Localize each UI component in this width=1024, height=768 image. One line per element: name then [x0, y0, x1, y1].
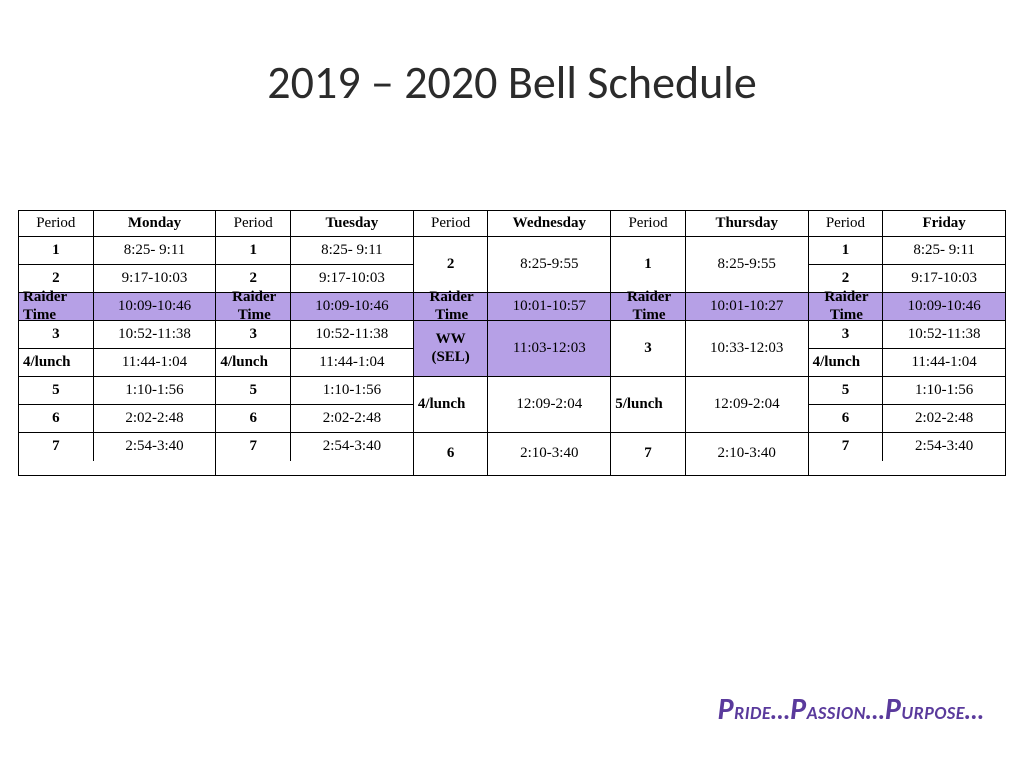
fri-t: 10:09-10:46 — [883, 293, 1005, 320]
wed-t: 12:09-2:04 — [488, 377, 610, 432]
thu-p: 5/lunch — [611, 377, 686, 432]
thu-t: 10:01-10:27 — [686, 293, 808, 320]
tue-t: 10:52-11:38 — [291, 321, 413, 348]
thu-t: 10:33-12:03 — [686, 321, 808, 376]
tue-p: Raider Time — [216, 293, 291, 320]
tue-p: 1 — [216, 237, 291, 264]
tue-t: 2:54-3:40 — [291, 433, 413, 461]
motto-w3: urpose — [901, 694, 965, 726]
mon-p: 5 — [19, 377, 94, 404]
mon-t: 11:44-1:04 — [94, 349, 216, 376]
hdr-period: Period — [19, 211, 94, 236]
fri-p: 6 — [809, 405, 884, 432]
tue-p: 4/lunch — [216, 349, 291, 376]
motto-sep: … — [771, 694, 790, 726]
fri-p: 5 — [809, 377, 884, 404]
hdr-period: Period — [414, 211, 489, 236]
fri-p: Raider Time — [809, 293, 884, 320]
hdr-day-mon: Monday — [94, 211, 216, 236]
mon-p: 4/lunch — [19, 349, 94, 376]
col-wednesday: Period Wednesday 28:25-9:55 Raider Time1… — [413, 210, 610, 476]
tue-p: 7 — [216, 433, 291, 461]
thu-p: 1 — [611, 237, 686, 292]
mon-t: 9:17-10:03 — [94, 265, 216, 292]
slide: 2019 – 2020 Bell Schedule Period Monday … — [0, 0, 1024, 768]
col-thursday: Period Thursday 18:25-9:55 Raider Time10… — [610, 210, 807, 476]
fri-p: 7 — [809, 433, 884, 461]
tue-t: 10:09-10:46 — [291, 293, 413, 320]
thu-p: Raider Time — [611, 293, 686, 320]
wed-t: 8:25-9:55 — [488, 237, 610, 292]
hdr-period: Period — [216, 211, 291, 236]
mon-t: 10:09-10:46 — [94, 293, 216, 320]
tue-p: 5 — [216, 377, 291, 404]
mon-p: 6 — [19, 405, 94, 432]
page-title: 2019 – 2020 Bell Schedule — [0, 0, 1024, 111]
mon-t: 8:25- 9:11 — [94, 237, 216, 264]
col-friday: Period Friday 18:25- 9:11 29:17-10:03 Ra… — [808, 210, 1006, 476]
thu-t: 2:10-3:40 — [686, 433, 808, 475]
fri-t: 8:25- 9:11 — [883, 237, 1005, 264]
thu-t: 12:09-2:04 — [686, 377, 808, 432]
fri-t: 9:17-10:03 — [883, 265, 1005, 292]
hdr-day-tue: Tuesday — [291, 211, 413, 236]
fri-t: 2:02-2:48 — [883, 405, 1005, 432]
wed-p: Raider Time — [414, 293, 489, 320]
tue-t: 8:25- 9:11 — [291, 237, 413, 264]
tue-t: 9:17-10:03 — [291, 265, 413, 292]
thu-p: 7 — [611, 433, 686, 475]
thu-p: 3 — [611, 321, 686, 376]
wed-t: 2:10-3:40 — [488, 433, 610, 475]
mon-p: 3 — [19, 321, 94, 348]
col-monday: Period Monday 18:25- 9:11 29:17-10:03 Ra… — [18, 210, 215, 476]
wed-t: 11:03-12:03 — [488, 321, 610, 376]
fri-p: 1 — [809, 237, 884, 264]
motto-sep: … — [866, 694, 885, 726]
tue-t: 1:10-1:56 — [291, 377, 413, 404]
motto-sep: … — [965, 694, 984, 726]
hdr-day-wed: Wednesday — [488, 211, 610, 236]
wed-p: 2 — [414, 237, 489, 292]
wed-p: WW (SEL) — [414, 321, 489, 376]
thu-t: 8:25-9:55 — [686, 237, 808, 292]
mon-t: 2:54-3:40 — [94, 433, 216, 461]
mon-p: 7 — [19, 433, 94, 461]
fri-t: 2:54-3:40 — [883, 433, 1005, 461]
tue-t: 11:44-1:04 — [291, 349, 413, 376]
tue-t: 2:02-2:48 — [291, 405, 413, 432]
mon-t: 10:52-11:38 — [94, 321, 216, 348]
wed-p: 6 — [414, 433, 489, 475]
motto-w3-cap: P — [885, 691, 901, 728]
motto-w1: ride — [734, 694, 771, 726]
mon-t: 1:10-1:56 — [94, 377, 216, 404]
hdr-period: Period — [809, 211, 884, 236]
hdr-period: Period — [611, 211, 686, 236]
fri-p: 4/lunch — [809, 349, 884, 376]
mon-t: 2:02-2:48 — [94, 405, 216, 432]
footer-motto: Pride…Passion…Purpose… — [718, 691, 984, 728]
schedule-table: Period Monday 18:25- 9:11 29:17-10:03 Ra… — [18, 210, 1006, 476]
tue-p: 3 — [216, 321, 291, 348]
wed-t: 10:01-10:57 — [488, 293, 610, 320]
fri-p: 3 — [809, 321, 884, 348]
motto-w2-cap: P — [790, 691, 806, 728]
mon-p: 2 — [19, 265, 94, 292]
tue-p: 2 — [216, 265, 291, 292]
mon-p: Raider Time — [19, 293, 94, 320]
motto-w2: assion — [807, 694, 866, 726]
tue-p: 6 — [216, 405, 291, 432]
wed-p: 4/lunch — [414, 377, 489, 432]
col-tuesday: Period Tuesday 18:25- 9:11 29:17-10:03 R… — [215, 210, 412, 476]
fri-p: 2 — [809, 265, 884, 292]
motto-w1-cap: P — [718, 691, 734, 728]
fri-t: 1:10-1:56 — [883, 377, 1005, 404]
mon-p: 1 — [19, 237, 94, 264]
fri-t: 11:44-1:04 — [883, 349, 1005, 376]
hdr-day-fri: Friday — [883, 211, 1005, 236]
hdr-day-thu: Thursday — [686, 211, 808, 236]
fri-t: 10:52-11:38 — [883, 321, 1005, 348]
